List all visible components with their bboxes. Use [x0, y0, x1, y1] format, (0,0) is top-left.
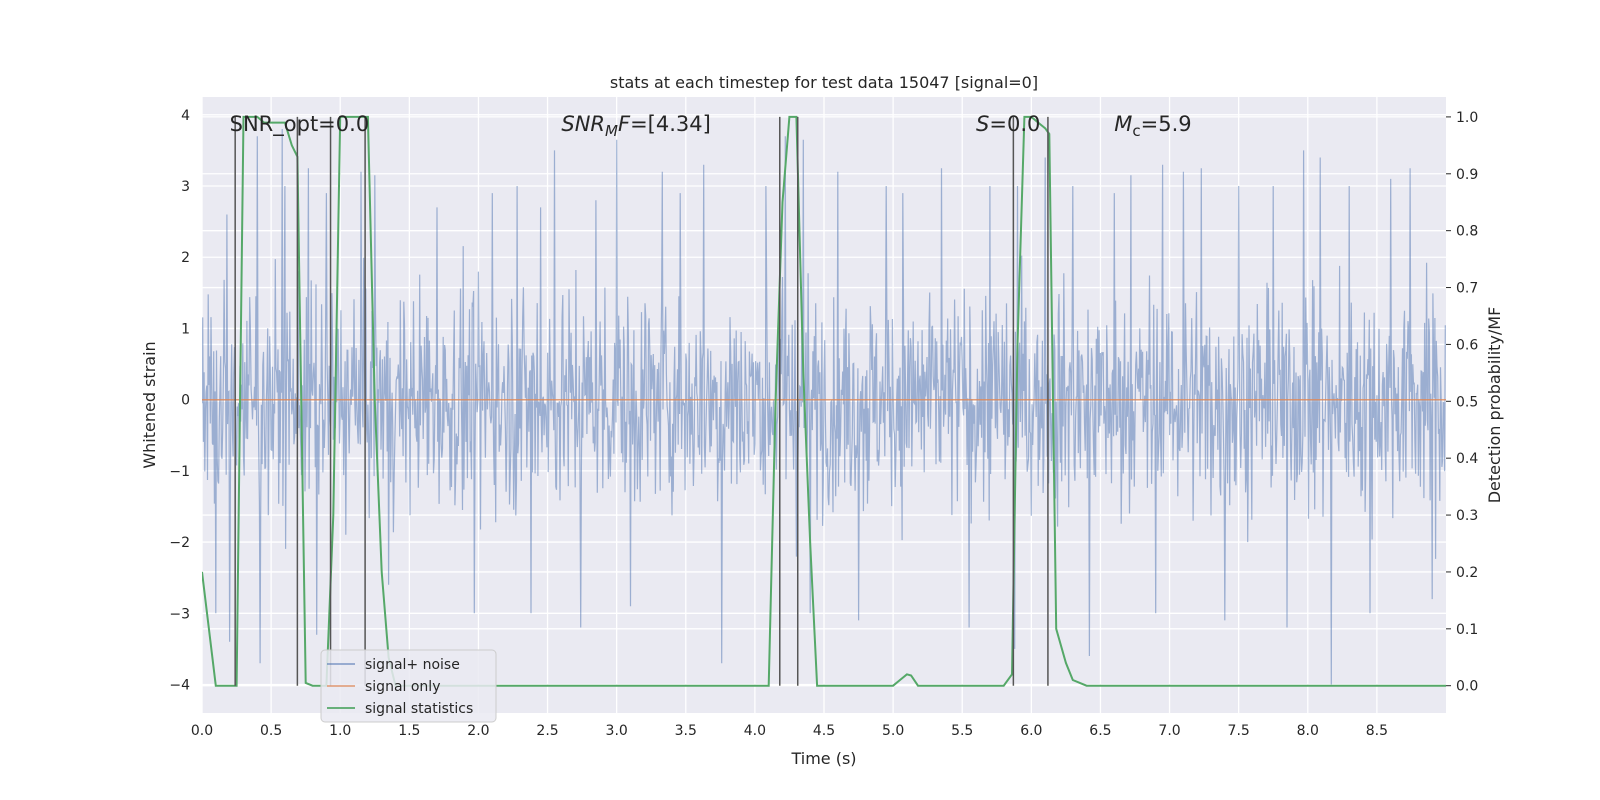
x-axis-label: Time (s) — [790, 749, 856, 768]
y-tick-label: −2 — [169, 535, 190, 551]
annotation-part: S — [976, 112, 989, 136]
right-y-tick-label: 0.9 — [1456, 167, 1478, 183]
y-tick-label: 1 — [181, 321, 190, 337]
annotation-part: M — [1114, 112, 1132, 136]
annotation-part: =5.9 — [1141, 112, 1192, 136]
y-tick-label: −4 — [169, 678, 190, 694]
y-tick-label: 4 — [181, 108, 190, 124]
legend: signal+ noise signal only signal statistic… — [320, 649, 497, 723]
right-y-tick-label: 1.0 — [1456, 110, 1478, 126]
x-tick-label: 2.5 — [536, 723, 558, 739]
annotation: SNRMF=[4.34] — [561, 112, 710, 140]
annotation: S=0.0 — [976, 112, 1040, 136]
right-y-axis-label: Detection probability/MF — [1485, 307, 1504, 504]
annotation: Mc=5.9 — [1114, 112, 1191, 140]
right-y-tick-label: 0.5 — [1456, 394, 1478, 410]
right-y-tick-label: 0.0 — [1456, 679, 1478, 695]
series-signal-plus-noise — [202, 128, 1446, 685]
annotation-part: =[4.34] — [630, 112, 711, 136]
x-tick-label: 4.0 — [744, 723, 766, 739]
right-y-tick-label: 0.8 — [1456, 224, 1478, 240]
x-tick-label: 3.5 — [675, 723, 697, 739]
legend-entry: signal statistics — [365, 701, 473, 717]
right-y-tick-label: 0.2 — [1456, 565, 1478, 581]
y-axis-ticks: −4 −3 −2 −1 0 1 2 3 4 — [169, 108, 190, 694]
annotation-part: =0.0 — [989, 112, 1040, 136]
y-tick-label: −3 — [169, 606, 190, 622]
annotations: SNR_opt=0.0 SNRMF=[4.34] S=0.0 Mc=5.9 — [230, 112, 1192, 140]
chart-title: stats at each timestep for test data 150… — [610, 73, 1038, 92]
y-tick-label: 0 — [181, 393, 190, 409]
x-tick-label: 0.0 — [191, 723, 213, 739]
x-tick-label: 5.5 — [951, 723, 973, 739]
x-tick-label: 8.0 — [1297, 723, 1319, 739]
x-tick-label: 7.0 — [1158, 723, 1180, 739]
x-tick-label: 3.0 — [606, 723, 628, 739]
series-lines — [202, 115, 1446, 687]
signal-noise-line — [202, 128, 1446, 685]
x-tick-label: 8.5 — [1366, 723, 1388, 739]
y-tick-label: 3 — [181, 179, 190, 195]
x-tick-label: 1.0 — [329, 723, 351, 739]
y-tick-label: 2 — [181, 250, 190, 266]
y-axis-label: Whitened strain — [140, 341, 159, 468]
legend-entry: signal only — [365, 679, 440, 695]
x-tick-label: 0.5 — [260, 723, 282, 739]
annotation: SNR_opt=0.0 — [230, 112, 370, 137]
annotation-part: SNR_opt=0.0 — [230, 112, 370, 137]
annotation-part: SNR — [561, 112, 605, 136]
x-tick-label: 4.5 — [813, 723, 835, 739]
legend-box — [320, 649, 497, 723]
x-tick-label: 2.0 — [467, 723, 489, 739]
vertical-markers — [234, 116, 1049, 686]
x-tick-label: 6.0 — [1020, 723, 1042, 739]
x-tick-label: 7.5 — [1228, 723, 1250, 739]
annotation-part: F — [618, 112, 631, 136]
y-tick-label: −1 — [169, 464, 190, 480]
signal-statistics-line — [202, 115, 1446, 687]
annotation-part: c — [1132, 122, 1140, 140]
right-y-axis-ticks: 0.0 0.1 0.2 0.3 0.4 0.5 0.6 0.7 0.8 0.9 1.0 — [1446, 110, 1478, 695]
annotation-part: M — [605, 122, 618, 140]
right-y-tick-label: 0.6 — [1456, 337, 1478, 353]
x-tick-label: 5.0 — [882, 723, 904, 739]
right-y-tick-label: 0.3 — [1456, 508, 1478, 524]
right-y-tick-label: 0.1 — [1456, 622, 1478, 638]
right-y-tick-label: 0.4 — [1456, 451, 1478, 467]
x-tick-label: 6.5 — [1089, 723, 1111, 739]
x-tick-label: 1.5 — [398, 723, 420, 739]
x-axis-ticks: 0.0 0.5 1.0 1.5 2.0 2.5 3.0 3.5 4.0 4.5 5.0 5.5 6.0 6… — [191, 723, 1388, 739]
right-y-tick-label: 0.7 — [1456, 281, 1478, 297]
legend-entry: signal+ noise — [365, 657, 460, 673]
